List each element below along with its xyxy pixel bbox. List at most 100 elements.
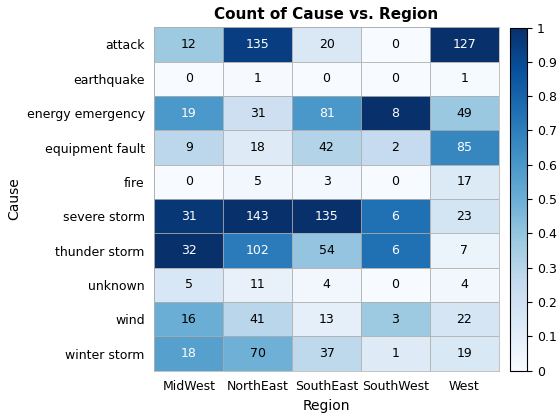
Bar bbox=[430, 336, 499, 371]
Text: 54: 54 bbox=[319, 244, 334, 257]
Text: 11: 11 bbox=[250, 278, 265, 291]
Bar bbox=[223, 96, 292, 130]
Text: 31: 31 bbox=[250, 107, 265, 120]
Bar bbox=[361, 302, 430, 336]
Bar bbox=[430, 234, 499, 268]
Text: 0: 0 bbox=[185, 176, 193, 188]
Bar bbox=[155, 199, 223, 234]
Bar bbox=[430, 302, 499, 336]
Bar bbox=[361, 27, 430, 62]
Bar bbox=[361, 268, 430, 302]
Text: 8: 8 bbox=[391, 107, 399, 120]
Text: 19: 19 bbox=[456, 347, 472, 360]
Bar bbox=[155, 336, 223, 371]
Text: 135: 135 bbox=[246, 38, 269, 51]
Text: 12: 12 bbox=[181, 38, 197, 51]
Text: 4: 4 bbox=[323, 278, 330, 291]
Text: 0: 0 bbox=[391, 176, 399, 188]
Text: 0: 0 bbox=[391, 278, 399, 291]
Text: 41: 41 bbox=[250, 313, 265, 326]
Text: 143: 143 bbox=[246, 210, 269, 223]
Bar bbox=[155, 96, 223, 130]
Bar bbox=[361, 165, 430, 199]
Text: 102: 102 bbox=[246, 244, 269, 257]
Text: 18: 18 bbox=[250, 141, 265, 154]
Text: 19: 19 bbox=[181, 107, 197, 120]
Text: 127: 127 bbox=[452, 38, 476, 51]
Bar bbox=[223, 302, 292, 336]
Y-axis label: Cause: Cause bbox=[7, 178, 21, 220]
Bar bbox=[361, 130, 430, 165]
Bar bbox=[155, 234, 223, 268]
Text: 85: 85 bbox=[456, 141, 472, 154]
Text: 135: 135 bbox=[315, 210, 338, 223]
Bar bbox=[361, 199, 430, 234]
Text: 16: 16 bbox=[181, 313, 197, 326]
Text: 0: 0 bbox=[391, 72, 399, 85]
Bar bbox=[361, 62, 430, 96]
Text: 1: 1 bbox=[460, 72, 468, 85]
Bar bbox=[223, 199, 292, 234]
Bar bbox=[430, 165, 499, 199]
Bar bbox=[292, 199, 361, 234]
Text: 4: 4 bbox=[460, 278, 468, 291]
Text: 6: 6 bbox=[391, 244, 399, 257]
Bar bbox=[292, 336, 361, 371]
Text: 7: 7 bbox=[460, 244, 468, 257]
Bar bbox=[223, 268, 292, 302]
Bar bbox=[430, 27, 499, 62]
Text: 3: 3 bbox=[323, 176, 330, 188]
Bar bbox=[430, 130, 499, 165]
Text: 2: 2 bbox=[391, 141, 399, 154]
Text: 31: 31 bbox=[181, 210, 197, 223]
Text: 17: 17 bbox=[456, 176, 472, 188]
Text: 3: 3 bbox=[391, 313, 399, 326]
Title: Count of Cause vs. Region: Count of Cause vs. Region bbox=[214, 7, 438, 22]
Text: 22: 22 bbox=[456, 313, 472, 326]
Text: 0: 0 bbox=[323, 72, 330, 85]
Bar bbox=[223, 234, 292, 268]
Text: 13: 13 bbox=[319, 313, 334, 326]
Text: 49: 49 bbox=[456, 107, 472, 120]
Bar bbox=[155, 302, 223, 336]
Bar bbox=[292, 96, 361, 130]
Text: 42: 42 bbox=[319, 141, 334, 154]
Text: 70: 70 bbox=[250, 347, 265, 360]
Bar bbox=[223, 336, 292, 371]
Text: 9: 9 bbox=[185, 141, 193, 154]
Bar bbox=[430, 199, 499, 234]
Bar bbox=[430, 62, 499, 96]
X-axis label: Region: Region bbox=[303, 399, 351, 413]
Text: 37: 37 bbox=[319, 347, 334, 360]
Text: 0: 0 bbox=[185, 72, 193, 85]
Bar bbox=[155, 130, 223, 165]
Text: 0: 0 bbox=[391, 38, 399, 51]
Bar bbox=[361, 336, 430, 371]
Bar bbox=[430, 96, 499, 130]
Text: 5: 5 bbox=[185, 278, 193, 291]
Text: 18: 18 bbox=[181, 347, 197, 360]
Text: 32: 32 bbox=[181, 244, 197, 257]
Text: 20: 20 bbox=[319, 38, 334, 51]
Text: 1: 1 bbox=[254, 72, 262, 85]
Bar bbox=[292, 130, 361, 165]
Bar bbox=[155, 62, 223, 96]
Text: 5: 5 bbox=[254, 176, 262, 188]
Bar bbox=[223, 130, 292, 165]
Bar bbox=[223, 62, 292, 96]
Bar bbox=[361, 234, 430, 268]
Bar bbox=[292, 27, 361, 62]
Bar bbox=[155, 165, 223, 199]
Text: 23: 23 bbox=[456, 210, 472, 223]
Bar bbox=[292, 165, 361, 199]
Text: 1: 1 bbox=[391, 347, 399, 360]
Bar bbox=[223, 165, 292, 199]
Text: 6: 6 bbox=[391, 210, 399, 223]
Text: 81: 81 bbox=[319, 107, 334, 120]
Bar bbox=[292, 302, 361, 336]
Bar bbox=[430, 268, 499, 302]
Bar bbox=[292, 234, 361, 268]
Bar bbox=[292, 62, 361, 96]
Bar bbox=[155, 268, 223, 302]
Bar bbox=[361, 96, 430, 130]
